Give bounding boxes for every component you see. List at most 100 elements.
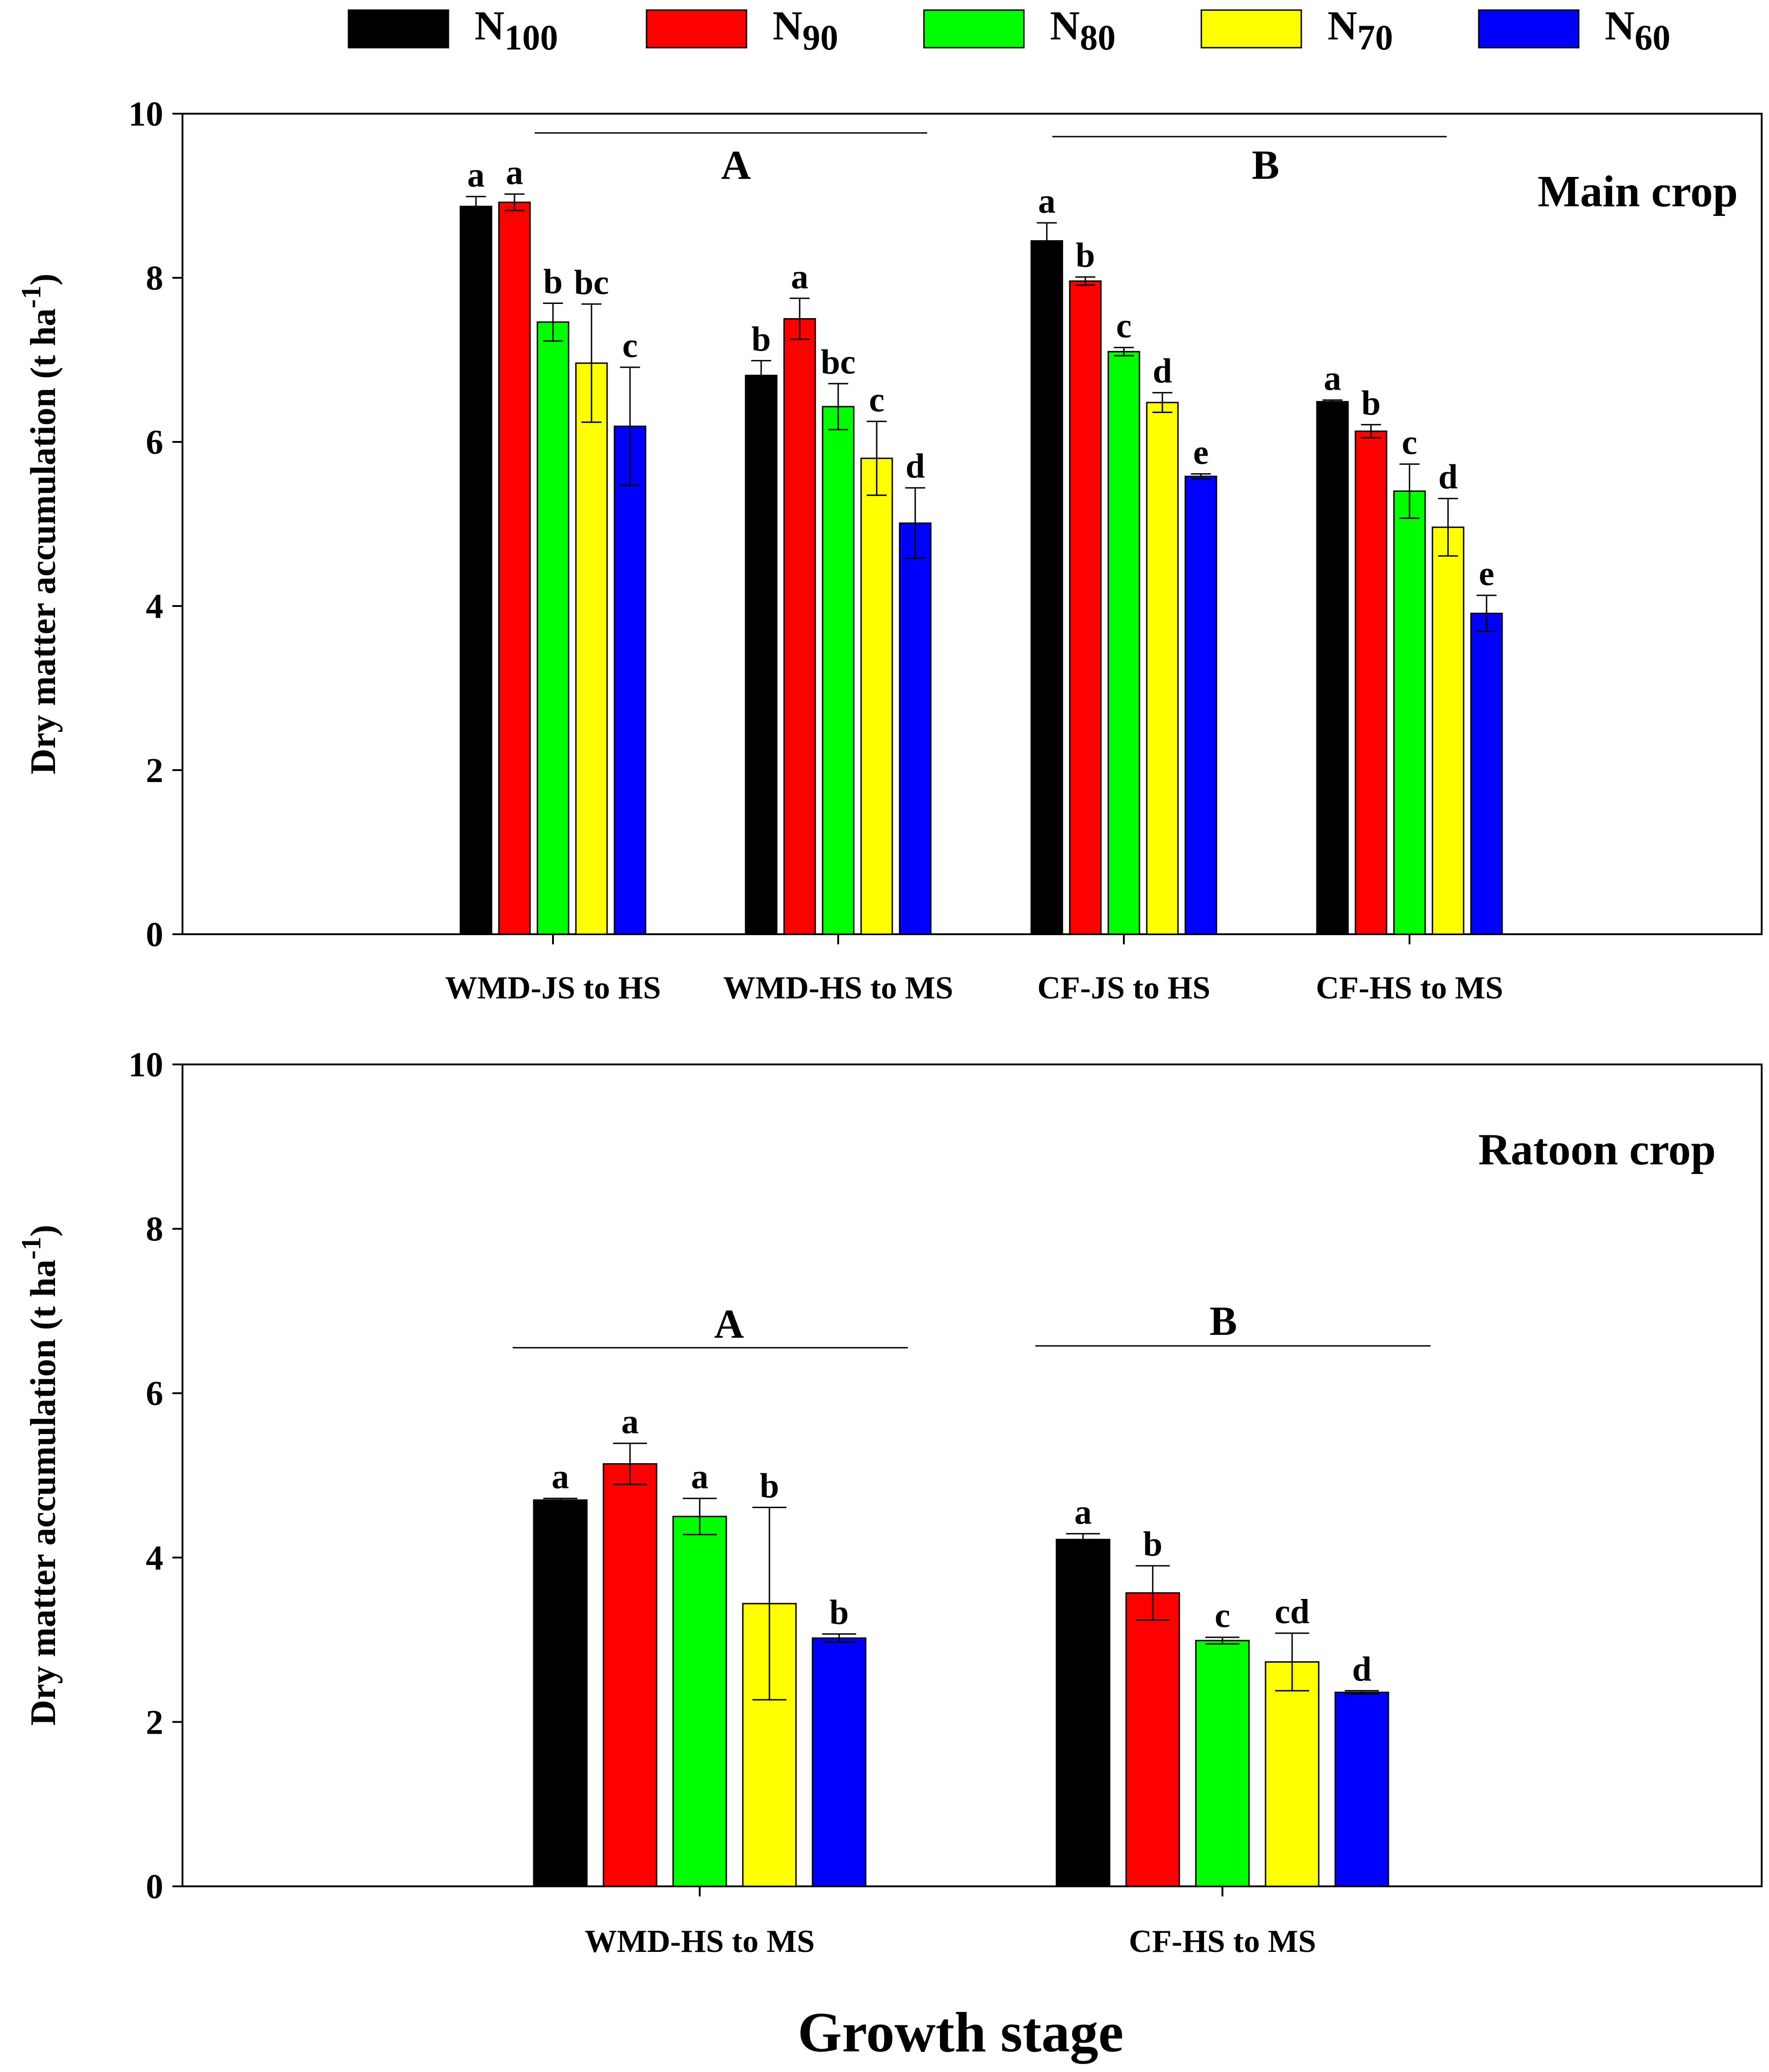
main-group-label-B: B [1252,143,1279,188]
main-bar-N100 [745,375,778,935]
ratoon-significance-letter: b [1143,1525,1162,1564]
ratoon-significance-letter: c [1215,1597,1230,1635]
ratoon-bar-N90 [1125,1592,1180,1887]
ratoon-significance-letter: d [1352,1650,1371,1688]
ratoon-significance-letter: a [621,1403,639,1441]
main-group-label-A: A [721,143,751,188]
main-panel-title: Main crop [1538,167,1738,216]
main-significance-letter: d [906,447,925,485]
ratoon-bar-N80 [672,1515,727,1887]
main-bar-N70 [1432,526,1465,935]
ratoon-bar-N60 [812,1637,867,1887]
main-y-tick-label: 6 [146,423,163,462]
main-bar-N100 [1030,240,1063,935]
main-significance-letter: c [1116,307,1132,345]
main-bar-N80 [1393,490,1426,935]
ratoon-y-tick-label: 0 [146,1868,163,1906]
main-significance-letter: bc [821,343,856,381]
ratoon-y-tick-label: 4 [146,1539,163,1577]
main-crop-panel: 0 2 4 6 8 10 WMD-JS to HS WMD-HS to MS CF-JS to … [16,95,1763,1006]
main-bar-N90 [498,201,531,935]
main-significance-letter: bc [574,263,609,302]
ratoon-x-tick-label: WMD-HS to MS [585,1924,815,1959]
main-bar-N60 [899,522,932,935]
legend-label-60: N60 [1605,3,1670,57]
main-y-tick-label: 8 [146,259,163,298]
legend-swatch-70 [1200,9,1302,49]
main-y-tick-label: 0 [146,915,163,954]
main-y-axis-title: Dry matter accumulation (t ha-1) [16,274,63,775]
legend-label-70: N70 [1327,3,1393,57]
ratoon-significance-letter: a [1074,1493,1092,1532]
ratoon-significance-letter: cd [1275,1593,1310,1631]
main-significance-letter: e [1193,433,1209,472]
main-bar-N70 [860,457,893,935]
ratoon-bar-N80 [1195,1640,1250,1887]
ratoon-panel-title: Ratoon crop [1478,1125,1716,1174]
ratoon-bar-N70 [1265,1661,1320,1887]
main-significance-letter: a [1324,359,1341,398]
main-plot-frame [182,113,1763,935]
main-bar-N70 [1146,402,1179,935]
ratoon-bar-N90 [603,1463,658,1887]
main-bar-N100 [1316,401,1349,935]
ratoon-bar-N100 [533,1499,588,1887]
main-y-tick-label: 2 [146,751,163,790]
legend-label-100: N100 [475,3,558,57]
main-y-tick-label: 10 [128,95,163,133]
ratoon-significance-letter: a [552,1458,569,1496]
ratoon-significance-letter: b [829,1593,849,1632]
ratoon-y-tick-label: 8 [146,1210,163,1249]
ratoon-plot-frame [182,1064,1763,1887]
main-bar-N60 [1470,612,1503,935]
main-bar-N90 [1069,280,1102,935]
main-significance-letter: a [506,153,523,192]
legend-label-90: N90 [773,3,838,57]
main-significance-letter: b [1076,236,1095,275]
main-x-tick-label: WMD-HS to MS [723,970,953,1006]
main-bar-N90 [1354,430,1388,935]
ratoon-group-label-A: A [714,1301,744,1347]
main-significance-letter: a [1038,182,1056,220]
main-x-tick-label: CF-JS to HS [1037,970,1210,1006]
legend-label-80: N80 [1050,3,1116,57]
main-significance-letter: b [543,262,563,301]
legend: N100 N90 N80 N70 N60 [348,3,1670,57]
main-bar-N80 [536,321,569,935]
main-significance-letter: b [752,320,771,358]
main-significance-letter: d [1153,352,1172,391]
main-significance-letter: d [1438,458,1458,496]
main-bar-N70 [575,362,608,935]
main-bar-N80 [822,406,855,935]
main-significance-letter: a [791,258,808,296]
legend-swatch-90 [646,9,747,49]
main-significance-letter: e [1479,555,1494,593]
ratoon-significance-letter: b [760,1466,779,1505]
main-bar-N80 [1107,351,1140,935]
ratoon-y-tick-label: 10 [128,1046,163,1084]
main-y-tick-label: 4 [146,587,163,626]
ratoon-group-label-B: B [1210,1299,1237,1344]
ratoon-x-tick-label: CF-HS to MS [1129,1924,1316,1959]
main-significance-letter: c [622,326,638,365]
x-axis-title: Growth stage [798,2001,1124,2064]
ratoon-y-axis-title: Dry matter accumulation (t ha-1) [16,1225,63,1726]
main-bar-N100 [459,205,492,935]
legend-swatch-60 [1478,9,1580,49]
main-bar-N90 [783,318,816,935]
ratoon-significance-letter: a [691,1458,708,1496]
main-significance-letter: b [1361,384,1381,422]
main-bar-N60 [614,425,647,935]
main-x-tick-label: WMD-JS to HS [445,970,661,1006]
main-x-tick-label: CF-HS to MS [1316,970,1503,1006]
ratoon-y-tick-label: 2 [146,1703,163,1741]
ratoon-crop-panel: 0 2 4 6 8 10 WMD-HS to MS CF-HS to MS a a a b a c b cd b… [16,1046,1763,1959]
legend-swatch-100 [348,9,449,49]
main-significance-letter: c [869,380,884,419]
main-significance-letter: c [1402,423,1417,462]
main-significance-letter: a [467,156,485,194]
legend-swatch-80 [923,9,1025,49]
main-bar-N60 [1184,475,1217,935]
ratoon-y-tick-label: 6 [146,1374,163,1413]
